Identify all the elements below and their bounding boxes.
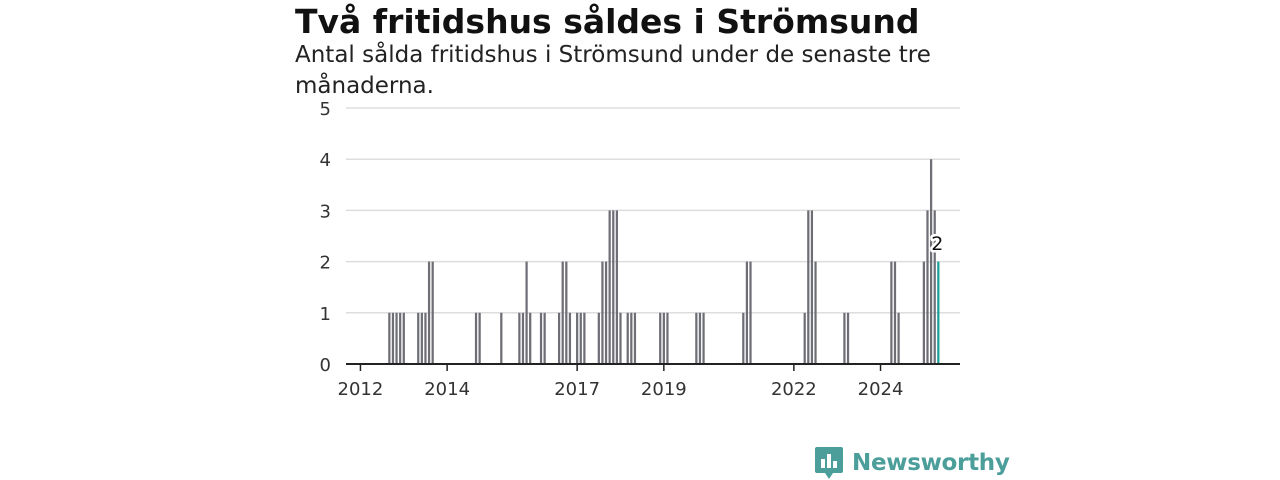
bar [630,312,633,364]
bar [388,312,391,364]
bar [417,312,420,364]
y-tick-label: 3 [320,201,331,222]
bar [893,261,897,364]
y-tick-label: 0 [320,355,331,376]
bar [521,312,525,364]
bar [922,261,926,364]
bar [391,312,395,364]
bar [698,312,702,364]
bar [846,312,850,364]
chart-subtitle: Antal sålda fritidshus i Strömsund under… [295,42,931,99]
bar [890,261,893,364]
bar [604,261,608,364]
bar [933,210,936,364]
bar [579,312,582,364]
chart-title: Två fritidshus såldes i Strömsund [295,2,920,41]
bar [583,312,586,364]
x-tick-label: 2012 [338,379,384,400]
x-tick-label: 2017 [554,379,600,400]
bar [500,312,503,364]
bar [810,210,814,364]
bar [608,210,611,364]
bar [427,261,431,364]
bar [659,312,662,364]
bar [666,312,669,364]
bar [929,159,933,364]
bar [539,312,543,364]
bar [474,312,478,364]
bar [395,312,398,364]
bar [543,312,546,364]
y-tick-label: 1 [320,304,331,325]
bar [557,312,561,364]
bar [399,312,402,364]
bar [402,312,405,364]
bar [615,210,619,364]
bar [424,312,427,364]
bar [742,312,745,364]
bar [662,312,665,364]
data-label: 2 [931,233,943,255]
logo-text: Newsworthy [852,450,1010,476]
bar [749,261,752,364]
y-tick-label: 2 [320,253,331,274]
bar [597,312,600,364]
bar [626,312,629,364]
bar [897,312,900,364]
bar [478,312,481,364]
bar [601,261,604,364]
bar [633,312,637,364]
y-tick-label: 5 [320,99,331,120]
bar [518,312,521,364]
bar [525,261,528,364]
bar [529,312,532,364]
bar [814,261,817,364]
bar [926,210,929,364]
newsworthy-logo-icon [815,447,843,479]
bar-highlight [937,261,940,364]
bar [619,312,622,364]
bar [420,312,423,364]
bar [745,261,749,364]
bar [561,261,564,364]
bar [695,312,698,364]
bar [612,210,615,364]
y-tick-label: 4 [320,150,331,171]
x-tick-label: 2014 [424,379,470,400]
bar [576,312,579,364]
x-tick-label: 2022 [771,379,817,400]
bar [803,312,806,364]
x-tick-label: 2019 [641,379,687,400]
bar [702,312,705,364]
bar [565,261,568,364]
bar [568,312,572,364]
newsworthy-logo[interactable]: Newsworthy [814,446,1010,480]
bar [843,312,846,364]
bar [807,210,810,364]
x-tick-label: 2024 [858,379,904,400]
bar [431,261,434,364]
